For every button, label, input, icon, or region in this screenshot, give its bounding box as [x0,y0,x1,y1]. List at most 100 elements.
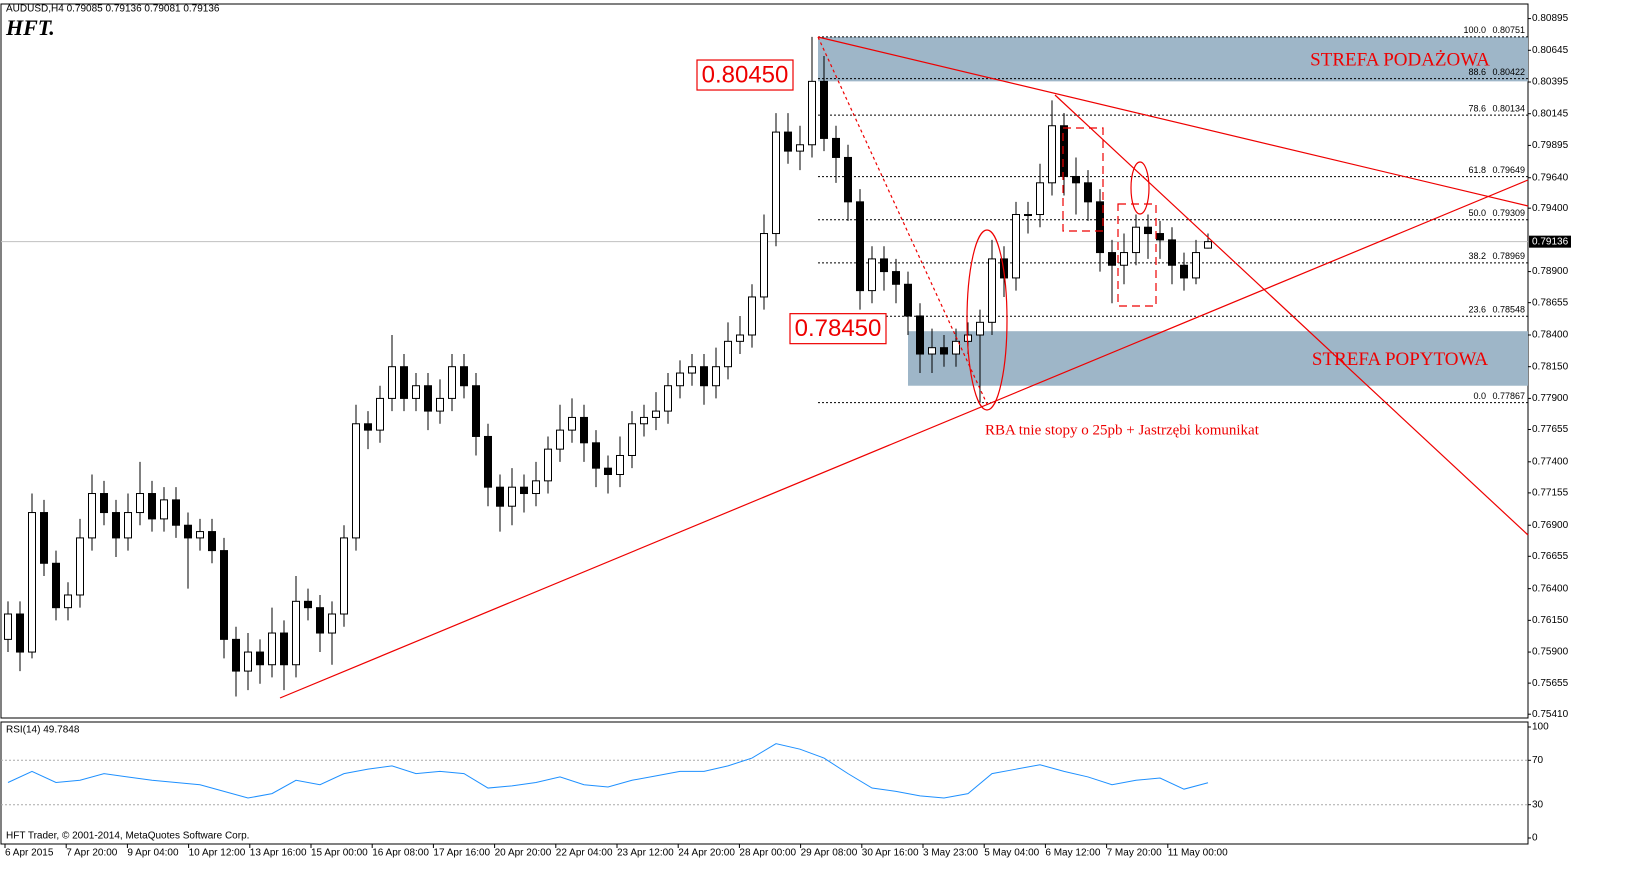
current-price-label: 0.79136 [1532,236,1569,247]
candle-body [1060,125,1068,177]
candle-body [892,271,900,285]
candle-body [772,131,780,235]
candle-body [28,512,36,653]
highlight-ellipse [1130,161,1150,215]
y-tick-label: 0.75655 [1532,678,1569,689]
fib-price-label: 0.80751 [1492,25,1525,35]
candle-body [616,454,624,476]
candle-body [1024,214,1032,217]
annotation: RBA tnie stopy o 25pb + Jastrzębi komuni… [985,422,1260,438]
candle-body [292,600,300,666]
fib-level-label: 78.6 [1468,103,1486,113]
x-tick-label: 30 Apr 16:00 [862,848,919,859]
x-tick-label: 22 Apr 04:00 [556,848,613,859]
y-tick-label: 0.78655 [1532,297,1569,308]
candle-body [1180,264,1188,279]
candle-body [856,201,864,292]
candle-body [1012,214,1020,279]
candle-body [64,594,72,609]
y-tick-label: 0.79895 [1532,140,1569,151]
candle-body [448,366,456,399]
x-tick-label: 20 Apr 20:00 [495,848,552,859]
candle-body [280,632,288,666]
candle-body [376,397,384,431]
y-tick-label: 0.75410 [1532,709,1569,720]
y-tick-label: 0.78400 [1532,330,1569,341]
fib-price-label: 0.80134 [1492,103,1525,113]
candle-body [304,600,312,609]
candle-body [1120,252,1128,266]
candle-body [340,537,348,615]
x-tick-label: 24 Apr 20:00 [678,848,735,859]
fib-price-label: 0.78548 [1492,305,1525,315]
symbol-line: AUDUSD,H4 0.79085 0.79136 0.79081 0.7913… [6,4,220,15]
x-tick-label: 23 Apr 12:00 [617,848,674,859]
candle-body [952,340,960,355]
candle-body [412,385,420,399]
zone [818,36,1528,82]
trend-line [279,179,1529,699]
candle-body [124,512,132,539]
candle-body [112,512,120,539]
logo: HFT. [5,15,55,40]
candle-body [592,442,600,469]
zone [908,331,1528,386]
candle-body [472,385,480,437]
candle-body [388,366,396,399]
candle-body [832,137,840,158]
candle-body [1144,226,1152,235]
rsi-line [7,743,1209,799]
candle-body [640,416,648,425]
candle-body [328,613,336,634]
candle-body [700,366,708,387]
fib-price-label: 0.78969 [1492,251,1525,261]
x-tick-label: 7 Apr 20:00 [66,848,118,859]
candle-body [784,131,792,152]
candle-body [424,385,432,412]
candle-body [244,651,252,672]
x-tick-label: 13 Apr 16:00 [250,848,307,859]
price-label: 0.80450 [702,61,789,88]
candle-body [16,613,24,653]
current-price-box [1529,235,1571,248]
fib-level-label: 23.6 [1468,305,1486,315]
x-tick-label: 10 Apr 12:00 [189,848,246,859]
candle-body [400,366,408,399]
candle-body [100,493,108,514]
y-tick-label: 0.75900 [1532,647,1569,658]
candle-body [604,467,612,476]
y-tick-label: 0.80395 [1532,77,1569,88]
candle-body [712,366,720,387]
highlight-ellipse [966,229,1008,411]
fib-level-label: 61.8 [1468,165,1486,175]
fib-price-label: 0.79649 [1492,165,1525,175]
candle-body [484,435,492,488]
zone-label: STREFA POPYTOWA [1312,349,1488,370]
candle-body [1084,182,1092,203]
y-tick-label: 30 [1532,799,1544,810]
candle-body [1108,252,1116,266]
candle-body [904,283,912,317]
y-tick-label: 0.77155 [1532,488,1569,499]
candle-body [184,524,192,539]
x-tick-label: 15 Apr 00:00 [311,848,368,859]
rsi-title: RSI(14) 49.7848 [6,725,80,736]
candle-body [496,486,504,507]
fib-level-label: 50.0 [1468,208,1486,218]
x-tick-label: 11 May 00:00 [1168,848,1228,859]
y-tick-label: 0.77400 [1532,456,1569,467]
y-tick-label: 0.77655 [1532,424,1569,435]
candle-body [136,493,144,514]
candle-body [160,499,168,520]
candle-body [1192,252,1200,279]
candle-body [40,512,48,564]
zone-label: STREFA PODAŻOWA [1310,50,1490,71]
footer: HFT Trader, © 2001-2014, MetaQuotes Soft… [6,831,249,842]
fib-level-label: 88.6 [1468,67,1486,77]
candle-body [820,80,828,139]
candle-body [532,480,540,495]
candle-body [352,423,360,539]
price-label-box [696,59,794,91]
